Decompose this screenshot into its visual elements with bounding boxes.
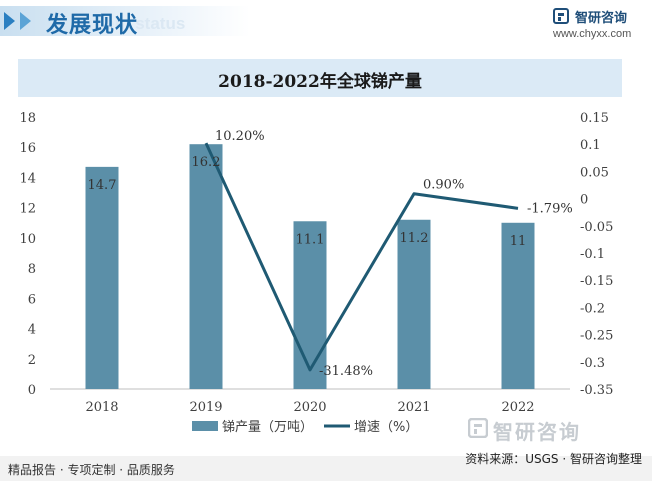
bar-data-label: 16.2 (192, 155, 221, 170)
left-axis-tick-label: 12 (19, 202, 36, 217)
legend-bar-swatch (192, 421, 218, 431)
brand-name: 智研咨询 (575, 11, 628, 26)
footer-tagline: 精品报告 · 专项定制 · 品质服务 (8, 463, 175, 477)
bar (189, 144, 223, 389)
left-axis-tick-label: 10 (19, 232, 36, 247)
bar (397, 219, 431, 389)
x-axis-tick-label: 2018 (85, 400, 118, 415)
section-title: 发展现状 (46, 13, 139, 38)
left-axis-tick-label: 4 (28, 323, 36, 338)
right-axis-tick-label: -0.1 (580, 247, 605, 262)
bar-data-label: 11.2 (400, 231, 429, 246)
bar-data-label: 14.7 (88, 178, 117, 193)
brand-url: www.chyxx.com (553, 28, 632, 40)
chart-title: 2018-2022年全球锑产量 (218, 72, 422, 92)
left-axis-tick-label: 16 (19, 141, 36, 156)
footer: 精品报告 · 专项定制 · 品质服务 资料来源：USGS · 智研咨询整理 (0, 452, 652, 481)
right-axis-tick-label: -0.3 (580, 356, 605, 371)
growth-data-label: -1.79% (527, 201, 573, 216)
growth-data-label: -31.48% (319, 364, 373, 379)
right-axis-tick-label: 0.05 (580, 165, 609, 180)
right-axis-tick-label: 0 (580, 193, 588, 208)
left-axis-tick-label: 18 (19, 111, 36, 126)
left-axis-tick-label: 2 (28, 353, 36, 368)
watermark-text: 智研咨询 (493, 420, 581, 444)
right-axis-tick-label: -0.25 (580, 329, 613, 344)
x-axis-tick-label: 2020 (293, 400, 326, 415)
left-axis-tick-label: 14 (19, 171, 36, 186)
header-band: ent status 发展现状 智研咨询 www.chyxx.com (0, 0, 652, 42)
growth-data-label: 10.20% (215, 129, 265, 144)
watermark-logo-icon (468, 418, 488, 438)
x-axis-tick-label: 2021 (397, 400, 430, 415)
x-axis-tick-label: 2019 (189, 400, 222, 415)
right-axis-tick-label: -0.05 (580, 220, 613, 235)
footer-source: 资料来源：USGS · 智研咨询整理 (465, 452, 642, 466)
chevron-right-icon (20, 12, 31, 30)
bar (501, 222, 535, 389)
bar-data-label: 11 (510, 234, 527, 249)
growth-data-label: 0.90% (423, 178, 464, 193)
left-axis-tick-label: 8 (28, 262, 36, 277)
legend-line-label: 增速（%） (354, 420, 418, 435)
chart-title-box: 2018-2022年全球锑产量 (18, 59, 622, 97)
right-axis-tick-label: -0.35 (580, 383, 613, 398)
legend-bar-label: 锑产量（万吨） (222, 420, 313, 435)
chevron-right-icon (4, 12, 15, 30)
right-axis-tick-label: -0.15 (580, 274, 613, 289)
right-axis-tick-label: 0.1 (580, 138, 601, 153)
growth-line (204, 142, 519, 372)
right-axis-tick-label: -0.2 (580, 301, 605, 316)
x-axis-tick-label: 2022 (501, 400, 534, 415)
section-title-bar (0, 6, 250, 36)
left-axis-tick-label: 0 (28, 383, 36, 398)
bar-data-label: 11.1 (296, 232, 325, 247)
brand-logo-icon (553, 8, 569, 24)
bar (293, 221, 327, 389)
bar (85, 166, 119, 389)
right-axis-tick-label: 0.15 (580, 111, 609, 126)
section-subtitle: ent status (105, 14, 186, 33)
left-axis-tick-label: 6 (28, 292, 36, 307)
